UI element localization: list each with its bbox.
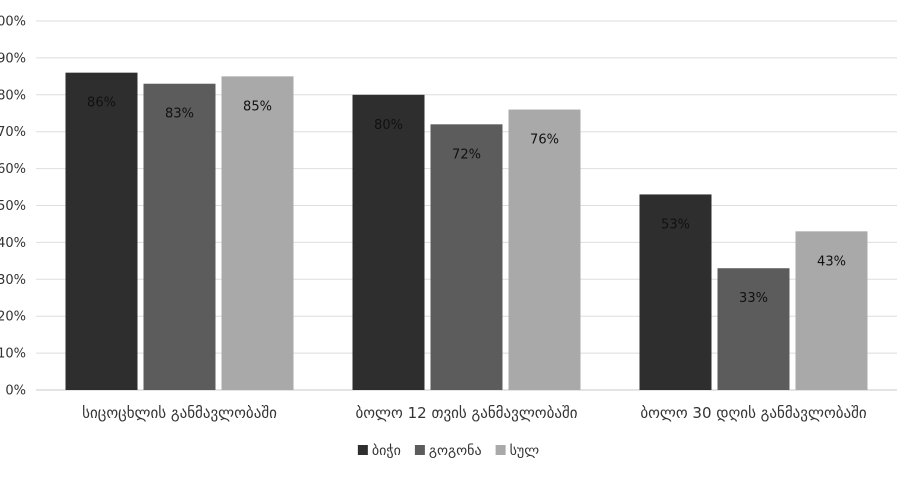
data-label: 72% [452, 147, 481, 162]
y-tick-label: 80% [0, 88, 26, 103]
category-label: ბოლო 30 დღის განმავლობაში [640, 404, 867, 422]
data-label: 53% [661, 217, 690, 232]
bar [221, 76, 294, 390]
bar [639, 194, 712, 390]
legend-item: გოგონა [414, 443, 482, 459]
y-tick-label: 50% [0, 199, 26, 214]
bar [143, 83, 216, 390]
y-tick-label: 0% [5, 384, 26, 399]
y-tick-label: 60% [0, 162, 26, 177]
legend-label: სულ [510, 443, 540, 459]
bars [65, 72, 868, 391]
data-label: 83% [165, 107, 194, 122]
y-tick-label: 20% [0, 310, 26, 325]
x-axis: სიცოცხლის განმავლობაში ბოლო 12 თვის განმა… [82, 404, 867, 422]
category-label: სიცოცხლის განმავლობაში [82, 404, 277, 422]
y-tick-label: 100% [0, 15, 26, 30]
data-label: 80% [374, 118, 403, 133]
bar [65, 72, 138, 390]
data-label: 76% [530, 133, 559, 148]
legend-item: ბიჭი [357, 443, 401, 459]
legend-label: ბიჭი [372, 443, 401, 459]
data-label: 43% [817, 254, 846, 269]
category-label: ბოლო 12 თვის განმავლობაში [356, 404, 578, 422]
y-tick-label: 10% [0, 347, 26, 362]
bar [352, 94, 425, 391]
legend: ბიჭი გოგონა სულ [357, 443, 540, 459]
legend-label: გოგონა [429, 443, 482, 459]
bar [717, 268, 790, 390]
legend-item: სულ [495, 443, 540, 459]
y-tick-label: 30% [0, 273, 26, 288]
legend-swatch [414, 445, 425, 455]
y-axis: 0% 10% 20% 30% 40% 50% 60% 70% 80% 90% 100% [0, 15, 26, 399]
y-tick-label: 70% [0, 125, 26, 140]
y-tick-label: 90% [0, 51, 26, 66]
data-label: 33% [739, 291, 768, 306]
legend-swatch [495, 445, 506, 455]
bar [795, 231, 868, 390]
bar [430, 124, 503, 390]
bar [508, 109, 581, 390]
legend-swatch [357, 445, 368, 455]
y-tick-label: 40% [0, 236, 26, 251]
data-label: 86% [87, 96, 116, 111]
data-label: 85% [243, 99, 272, 114]
data-labels: 86% 83% 85% 80% 72% 76% 53% 33% 43% [87, 96, 846, 307]
